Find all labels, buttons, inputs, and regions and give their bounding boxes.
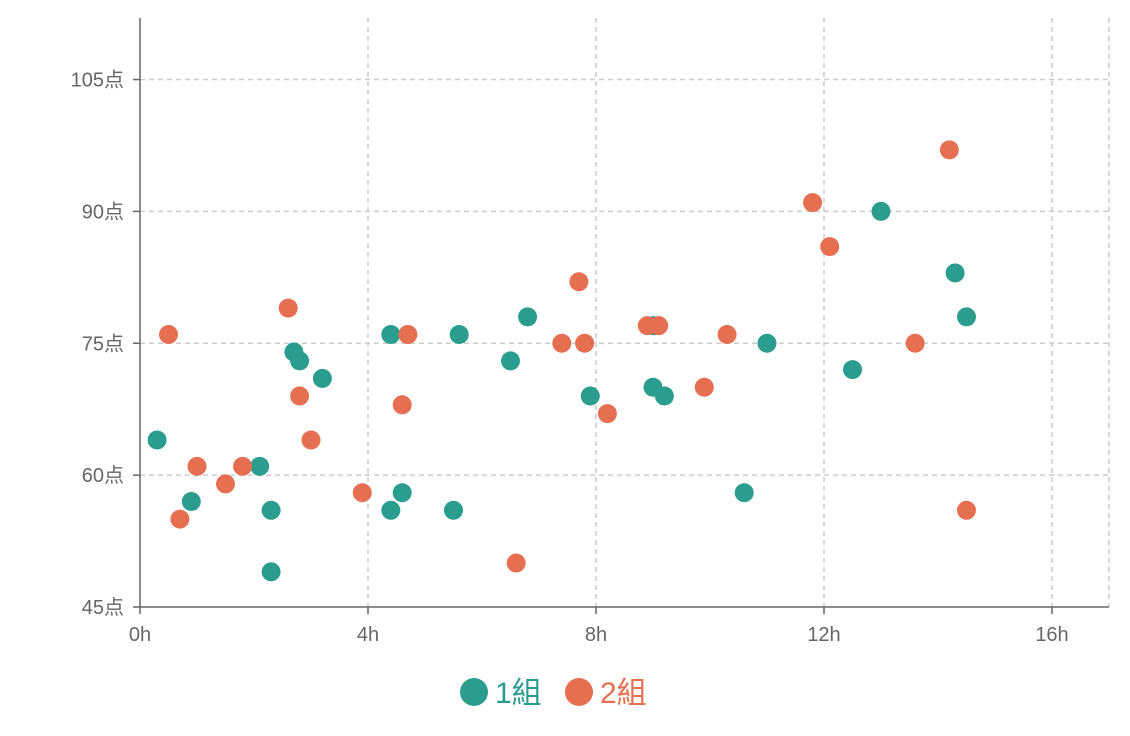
data-point-series-2: [159, 324, 178, 344]
data-point-series-1: [945, 263, 965, 283]
data-point-series-1: [444, 500, 463, 520]
data-point-series-2: [597, 404, 617, 424]
data-point-series-2: [905, 333, 925, 353]
data-point-series-1: [757, 333, 777, 353]
data-point-series-1: [734, 483, 754, 503]
data-point-series-1: [381, 324, 401, 344]
data-point-series-2: [392, 395, 412, 415]
data-point-series-2: [398, 324, 418, 344]
data-point-series-1: [181, 492, 201, 512]
data-point-series-2: [352, 483, 372, 503]
ticks: 0h 4h 8h 12h 16h 45点 60点 75点 90点 105点: [71, 69, 1069, 646]
legend-label: 1組: [495, 677, 542, 710]
data-point-series-2: [233, 456, 253, 476]
legend-label: 2組: [600, 677, 647, 710]
data-point-series-2: [170, 509, 190, 529]
x-tick-label: 16h: [1035, 624, 1068, 646]
data-point-series-2: [694, 377, 714, 397]
y-tick-label: 90点: [82, 200, 124, 223]
data-point-series-1: [654, 386, 674, 406]
data-point-series-1: [392, 483, 412, 503]
x-tick-label: 8h: [585, 624, 607, 646]
data-point-series-1: [261, 500, 281, 520]
data-point-series-2: [957, 500, 976, 520]
data-point-series-1: [843, 360, 862, 380]
x-tick-label: 4h: [357, 624, 379, 646]
data-point-series-2: [717, 324, 737, 344]
data-point-series-2: [301, 430, 321, 450]
data-points: [147, 140, 976, 582]
data-point-series-2: [575, 333, 595, 353]
data-point-series-2: [278, 298, 298, 318]
data-point-series-2: [552, 333, 572, 353]
data-point-series-2: [569, 272, 589, 292]
y-tick-label: 60点: [82, 464, 124, 487]
data-point-series-2: [506, 553, 526, 573]
data-point-series-1: [290, 351, 310, 371]
data-point-series-1: [449, 324, 469, 344]
legend: 1組 2組: [460, 677, 647, 710]
y-tick-label: 45点: [82, 596, 124, 619]
data-point-series-2: [216, 474, 235, 494]
data-point-series-2: [820, 237, 840, 257]
data-point-series-2: [939, 140, 959, 160]
y-tick-label: 75点: [82, 332, 124, 355]
grid: [140, 18, 1110, 607]
data-point-series-1: [580, 386, 600, 406]
data-point-series-2: [290, 386, 310, 406]
data-point-series-1: [871, 201, 891, 221]
data-point-series-1: [957, 307, 976, 327]
data-point-series-2: [803, 193, 823, 213]
data-point-series-1: [518, 307, 538, 327]
y-tick-label: 105点: [71, 69, 124, 92]
x-tick-label: 0h: [129, 624, 151, 646]
data-point-series-2: [649, 316, 669, 336]
data-point-series-1: [381, 500, 401, 520]
data-point-series-1: [312, 368, 332, 388]
data-point-series-1: [261, 562, 281, 582]
data-point-series-2: [187, 456, 207, 476]
x-tick-label: 12h: [807, 624, 840, 646]
data-point-series-1: [147, 430, 167, 450]
legend-marker: [565, 678, 593, 706]
data-point-series-1: [501, 351, 520, 371]
data-point-series-1: [250, 456, 270, 476]
legend-marker: [460, 678, 488, 706]
axes: [139, 18, 1109, 608]
